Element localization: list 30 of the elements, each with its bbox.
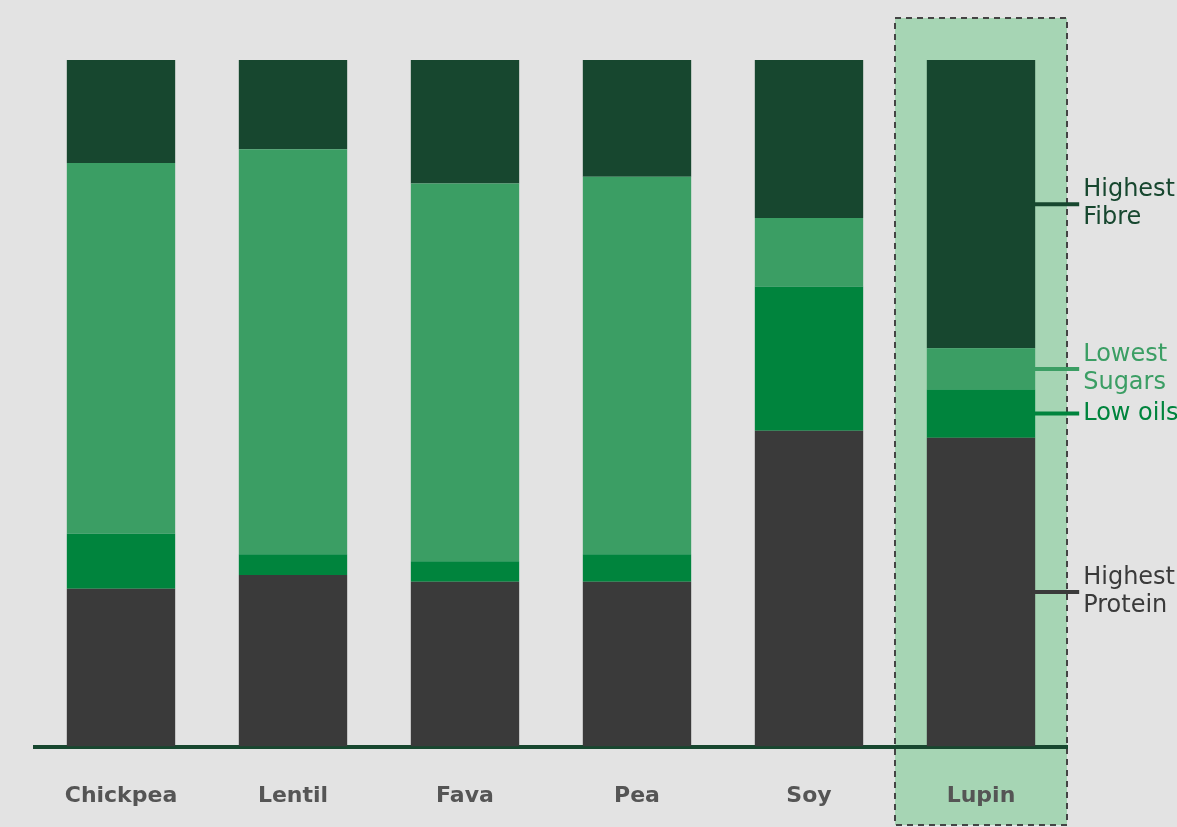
bar (238, 60, 348, 150)
bar (754, 60, 864, 218)
bar (410, 183, 520, 562)
x-tick-label: Lupin (946, 781, 1016, 807)
bar (754, 286, 864, 431)
legend-label: Highest Fibre (1083, 174, 1176, 231)
bar (66, 588, 176, 747)
bar (582, 554, 692, 582)
legend-label: Highest Protein (1083, 562, 1176, 619)
bar (754, 430, 864, 747)
x-tick-label: Lentil (257, 781, 329, 807)
bar (410, 60, 520, 184)
x-tick-label: Soy (786, 781, 832, 807)
bar (582, 176, 692, 555)
bar (410, 561, 520, 582)
bar (66, 533, 176, 589)
bar (238, 554, 348, 575)
bar (582, 581, 692, 747)
x-tick-label: Pea (614, 781, 660, 807)
x-tick-label: Chickpea (64, 781, 178, 807)
legend-label: Lowest Sugars (1083, 339, 1168, 396)
bar (754, 217, 864, 287)
bar (66, 162, 176, 534)
bar (66, 60, 176, 163)
x-tick-label: Fava (436, 781, 494, 807)
bar (582, 60, 692, 177)
bar (410, 581, 520, 747)
bar (238, 574, 348, 747)
legend-label: Low oils (1083, 397, 1177, 426)
bar (238, 149, 348, 555)
